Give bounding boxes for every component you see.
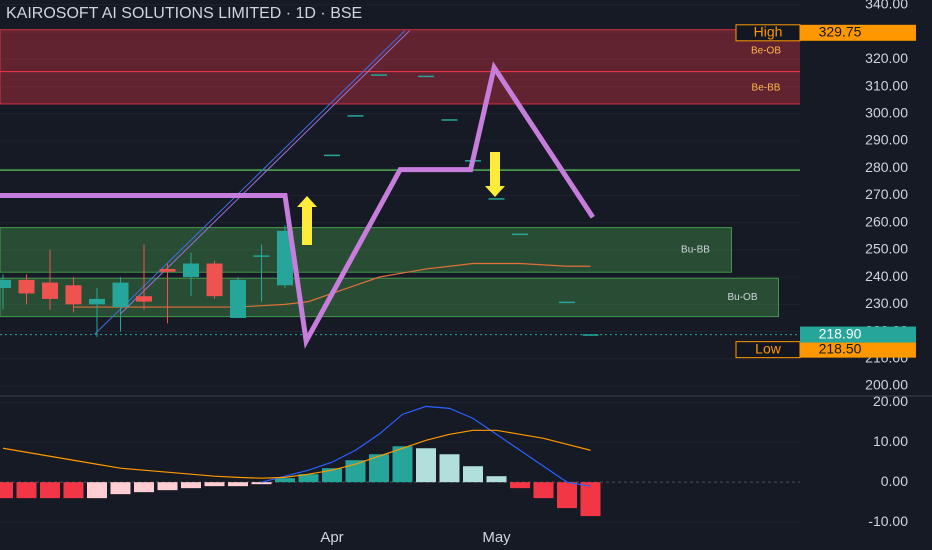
- marker-value-box: [800, 341, 916, 358]
- candle-body: [230, 279, 246, 318]
- last-price-label: 218.90: [819, 325, 862, 341]
- y-tick-label: 310.00: [865, 77, 908, 93]
- candle-body: [559, 301, 575, 304]
- chart-title: KAIROSOFT AI SOLUTIONS LIMITED · 1D · BS…: [6, 5, 362, 22]
- y-tick-label: 20.00: [873, 393, 908, 409]
- marker-value-box: [800, 24, 916, 41]
- candle-body: [18, 279, 35, 294]
- histogram-bar: [557, 482, 577, 509]
- y-tick-label: -10.00: [868, 513, 908, 529]
- histogram-bar: [157, 482, 178, 491]
- marker-value: 329.75: [819, 24, 862, 40]
- candle-body: [42, 282, 58, 299]
- x-tick-label: Apr: [320, 529, 343, 546]
- histogram-bar: [392, 446, 413, 483]
- histogram-bar: [87, 482, 107, 499]
- candle-body: [112, 282, 129, 308]
- histogram-bar: [275, 478, 295, 483]
- candle-body: [512, 233, 528, 236]
- y-tick-label: 320.00: [865, 50, 908, 66]
- y-tick-label: 270.00: [865, 186, 908, 202]
- candle-body: [206, 263, 223, 297]
- histogram-bar: [110, 482, 131, 495]
- x-tick-label: May: [482, 529, 511, 546]
- zone: [0, 71, 800, 105]
- zone-label: Be-BB: [752, 82, 781, 93]
- histogram-bar: [533, 482, 554, 499]
- arrow-up: [297, 196, 317, 245]
- y-tick-label: 230.00: [865, 295, 908, 311]
- y-tick-label: 250.00: [865, 241, 908, 257]
- y-tick-label: 240.00: [865, 268, 908, 284]
- histogram-bar: [416, 448, 436, 483]
- histogram-bar: [439, 454, 460, 483]
- y-tick-label: 0.00: [881, 473, 908, 489]
- candle-body: [159, 268, 176, 272]
- candle-body: [488, 198, 505, 200]
- candle-body: [441, 119, 458, 121]
- candle-body: [253, 255, 270, 257]
- histogram-bar: [228, 482, 248, 487]
- macd-line: [261, 405, 591, 487]
- zone: [0, 29, 800, 73]
- histogram-bar: [322, 468, 342, 483]
- arrow-down: [485, 152, 505, 197]
- histogram-bar: [40, 482, 60, 499]
- histogram-bar: [181, 482, 201, 489]
- histogram-bar: [298, 474, 319, 483]
- marker-label: High: [754, 24, 783, 40]
- zone-label: Be-OB: [751, 45, 781, 56]
- candle-body: [183, 263, 199, 278]
- candle-body: [347, 115, 364, 117]
- macd-line: [2, 429, 591, 479]
- histogram-bar: [134, 482, 154, 493]
- candle-body: [0, 279, 11, 289]
- candle-body: [277, 230, 293, 286]
- price-pane: Be-OB Be-BB Bu-BB Bu-OB: [0, 4, 800, 387]
- macd-pane: [0, 401, 800, 523]
- histogram-bar: [0, 482, 13, 499]
- histogram-bar: [345, 460, 366, 483]
- zone-label: Bu-BB: [681, 245, 710, 256]
- marker-value: 218.50: [819, 340, 862, 356]
- candle-body: [89, 298, 105, 305]
- histogram-bar: [369, 454, 389, 483]
- histogram-bar: [251, 482, 272, 485]
- zone-label: Bu-OB: [727, 292, 757, 303]
- histogram-bar: [16, 482, 37, 499]
- candle-body: [136, 296, 152, 302]
- trend-line: [120, 30, 410, 315]
- y-tick-label: 290.00: [865, 132, 908, 148]
- y-tick-label: 300.00: [865, 104, 908, 120]
- trend-line: [94, 30, 406, 335]
- y-tick-label: 280.00: [865, 159, 908, 175]
- histogram-bar: [510, 482, 530, 489]
- histogram-bar: [486, 476, 507, 483]
- marker-label: Low: [755, 340, 782, 356]
- y-tick-label: 200.00: [865, 377, 908, 393]
- histogram-bar: [204, 482, 225, 487]
- y-tick-label: 260.00: [865, 213, 908, 229]
- candle-body: [418, 75, 434, 78]
- candle-body: [371, 74, 387, 76]
- zone: [0, 277, 779, 318]
- y-tick-label: 10.00: [873, 433, 908, 449]
- y-tick-label: 340.00: [865, 0, 908, 12]
- candle-body: [324, 154, 340, 157]
- candle-body: [65, 285, 82, 305]
- last-price-box: [800, 326, 916, 343]
- axes: 340.00330.00320.00310.00300.00290.00280.…: [320, 0, 916, 546]
- candle-body: [582, 334, 599, 336]
- histogram-bar: [580, 482, 601, 517]
- histogram-bar: [63, 482, 84, 499]
- projection-line: [0, 61, 595, 349]
- histogram-bar: [463, 466, 483, 483]
